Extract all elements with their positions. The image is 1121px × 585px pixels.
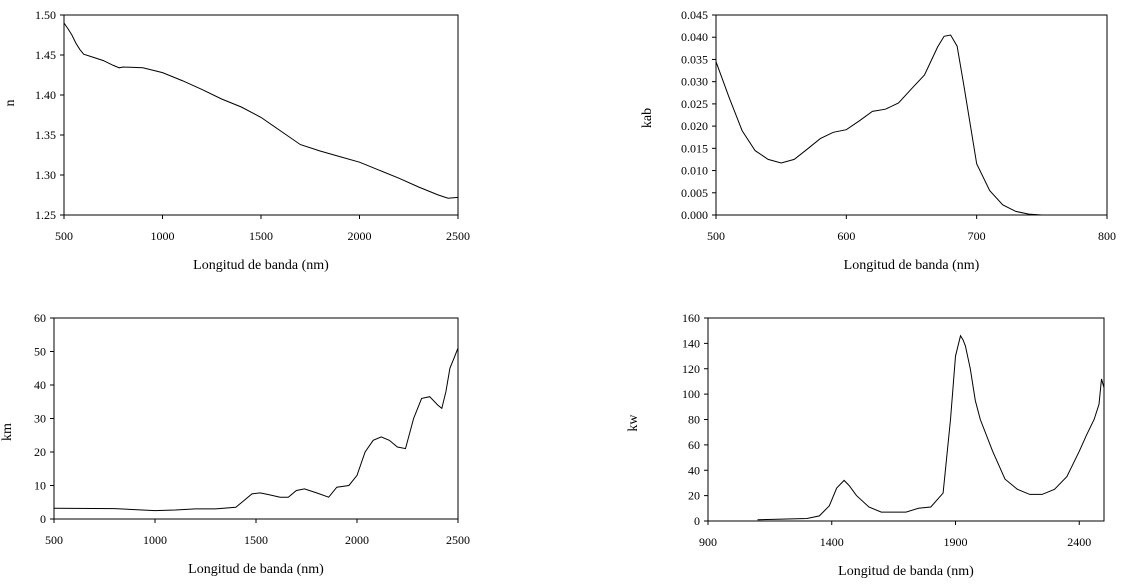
y-tick-label: 60 xyxy=(688,438,700,452)
y-axis-title: kab xyxy=(640,108,655,128)
x-tick-label: 1400 xyxy=(820,535,844,549)
y-tick-label: 0 xyxy=(40,512,46,526)
chart-kab: 0.000 0.005 0.010 0.015 0.020 0.025 0.030 0.035… xyxy=(640,8,1116,273)
y-tick-label: 50 xyxy=(34,345,46,359)
y-tick-label: 0.025 xyxy=(681,97,708,111)
x-tick-label: 700 xyxy=(968,229,986,243)
x-tick-label: 900 xyxy=(699,535,717,549)
y-tick-label: 0.005 xyxy=(681,186,708,200)
y-tick-label: 0.040 xyxy=(681,30,708,44)
x-tick-label: 2000 xyxy=(348,229,372,243)
y-tick-label: 20 xyxy=(688,489,700,503)
x-tick-label: 500 xyxy=(707,229,725,243)
x-axis-title: Longitud de banda (nm) xyxy=(838,564,974,579)
y-tick-label: 80 xyxy=(688,413,700,427)
x-tick-label: 500 xyxy=(45,533,63,547)
y-tick-label: 40 xyxy=(34,378,46,392)
x-tick-label: 1000 xyxy=(143,533,167,547)
x-axis-title: Longitud de banda (nm) xyxy=(193,258,329,273)
x-tick-label: 500 xyxy=(55,229,73,243)
plot-frame xyxy=(707,317,1105,522)
y-tick-label: 0.035 xyxy=(681,52,708,66)
y-tick-label: 0.010 xyxy=(681,164,708,178)
y-tick-label: 1.40 xyxy=(35,88,56,102)
x-tick-label: 2400 xyxy=(1067,535,1091,549)
x-tick-label: 2000 xyxy=(345,533,369,547)
x-tick-label: 2500 xyxy=(446,229,470,243)
series-line-n xyxy=(63,22,459,199)
chart-kw: 0 20 40 60 80 100 120 140 160 900 1400 1900 2400 Long… xyxy=(626,311,1105,579)
y-tick-label: 0.045 xyxy=(681,8,708,22)
series-line-kab xyxy=(715,34,1107,216)
y-tick-label: 0 xyxy=(694,514,700,528)
y-axis-title: n xyxy=(3,100,18,107)
series-line-kw xyxy=(757,334,1105,521)
x-tick-label: 600 xyxy=(837,229,855,243)
y-tick-label: 100 xyxy=(682,387,700,401)
y-tick-label: 1.45 xyxy=(35,48,56,62)
y-tick-label: 0.015 xyxy=(681,141,708,155)
y-axis-title: kw xyxy=(626,414,641,432)
y-tick-label: 60 xyxy=(34,311,46,325)
y-tick-label: 1.30 xyxy=(35,168,56,182)
y-tick-label: 1.25 xyxy=(35,208,56,222)
y-tick-label: 0.000 xyxy=(681,208,708,222)
y-tick-label: 140 xyxy=(682,336,700,350)
y-tick-label: 1.35 xyxy=(35,128,56,142)
x-tick-label: 800 xyxy=(1098,229,1116,243)
chart-km: 0 10 20 30 40 50 60 500 1000 1500 2000 2500 Longitud… xyxy=(0,311,470,577)
y-axis-title: km xyxy=(0,423,15,441)
y-tick-label: 30 xyxy=(34,412,46,426)
plot-frame xyxy=(53,317,459,520)
y-tick-label: 40 xyxy=(688,463,700,477)
x-axis-title: Longitud de banda (nm) xyxy=(188,562,324,577)
y-tick-label: 0.030 xyxy=(681,75,708,89)
y-tick-label: 0.020 xyxy=(681,119,708,133)
y-tick-label: 1.50 xyxy=(35,8,56,22)
x-tick-label: 1500 xyxy=(249,229,273,243)
chart-n: 1.25 1.30 1.35 1.40 1.45 1.50 500 1000 1500 2000 2… xyxy=(3,8,470,273)
y-tick-label: 10 xyxy=(34,479,46,493)
x-tick-label: 2500 xyxy=(446,533,470,547)
x-tick-label: 1500 xyxy=(244,533,268,547)
x-axis-title: Longitud de banda (nm) xyxy=(844,258,980,273)
x-tick-label: 1000 xyxy=(151,229,175,243)
y-tick-label: 160 xyxy=(682,311,700,325)
plot-frame xyxy=(63,14,459,216)
series-line-km xyxy=(53,347,459,512)
y-tick-label: 20 xyxy=(34,445,46,459)
plot-frame xyxy=(715,14,1108,216)
y-tick-label: 120 xyxy=(682,362,700,376)
x-tick-label: 1900 xyxy=(944,535,968,549)
